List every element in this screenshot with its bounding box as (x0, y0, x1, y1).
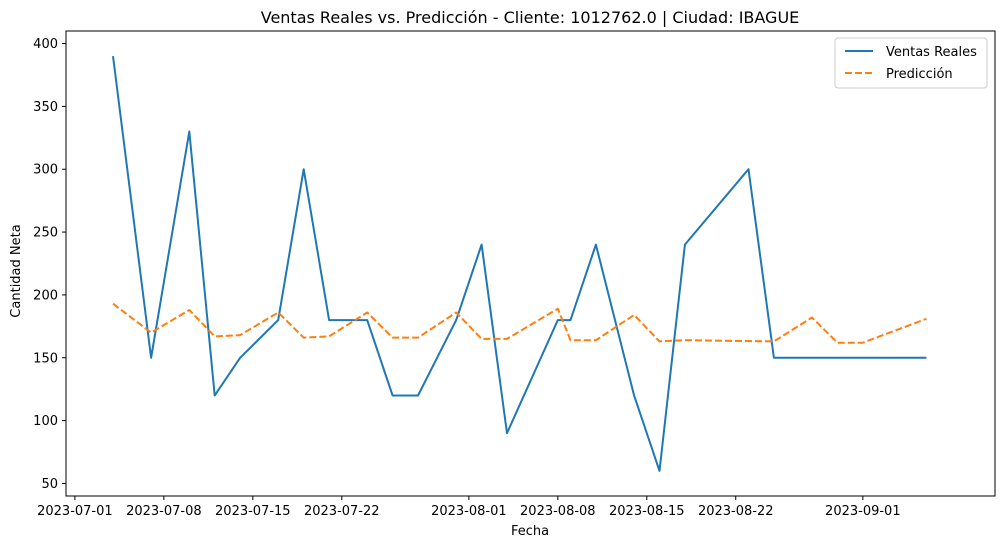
x-tick-label: 2023-09-01 (825, 504, 901, 519)
y-tick-label: 300 (33, 163, 58, 178)
y-tick-label: 350 (33, 100, 58, 115)
y-axis-label: Cantidad Neta (9, 224, 24, 317)
x-tick-label: 2023-07-15 (215, 504, 291, 519)
series-line-1 (112, 302, 927, 344)
x-tick-label: 2023-08-15 (609, 504, 685, 519)
series-line-0 (112, 55, 927, 472)
plot-frame (65, 30, 996, 497)
y-tick-label: 100 (33, 414, 58, 429)
x-tick-label: 2023-07-08 (126, 504, 202, 519)
plot-area: 50 100 150 200 250 300 350 400 2023-07-01 2023-07… (33, 30, 996, 519)
x-tick-label: 2023-07-01 (37, 504, 113, 519)
x-tick-label: 2023-08-08 (520, 504, 596, 519)
y-tick-label: 150 (33, 351, 58, 366)
x-tick-label: 2023-08-01 (431, 504, 507, 519)
y-tick-label: 200 (33, 288, 58, 303)
legend-label: Ventas Reales (886, 45, 977, 60)
legend-label: Predicción (886, 67, 953, 82)
y-tick-label: 250 (33, 226, 58, 241)
x-tick-label: 2023-07-22 (304, 504, 380, 519)
y-tick-label: 400 (33, 37, 58, 52)
legend: Ventas Reales Predicción (834, 37, 988, 89)
y-tick-label: 50 (41, 477, 58, 492)
chart-title: Ventas Reales vs. Predicción - Cliente: … (261, 8, 800, 27)
x-tick-label: 2023-08-22 (698, 504, 774, 519)
x-axis-label: Fecha (511, 524, 549, 539)
